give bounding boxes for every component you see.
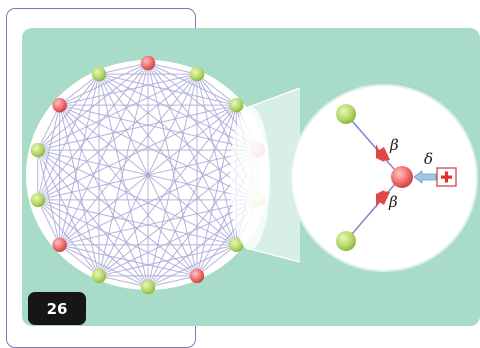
susceptible-node: [30, 142, 46, 158]
network-edge: [147, 275, 198, 288]
susceptible-node: [229, 97, 244, 113]
zoom-node-top: [336, 104, 356, 124]
network-edge: [37, 199, 198, 277]
network-edge: [59, 73, 100, 106]
network-edge: [98, 62, 149, 75]
susceptible-node: [91, 66, 107, 82]
network-edge: [59, 105, 100, 277]
external-rate-label: δ: [424, 150, 433, 168]
network-edge: [147, 104, 237, 288]
infected-node: [52, 237, 67, 253]
infected-node: [189, 268, 205, 284]
zoom-line-bottom: [245, 247, 301, 263]
network-edge: [37, 105, 61, 201]
network-edge: [98, 73, 237, 106]
zoom-line-top: [245, 87, 301, 109]
upper-rate-label: β: [389, 136, 399, 154]
network-edge: [37, 149, 198, 277]
zoom-circle: [290, 84, 478, 272]
zoom-edge-upper: [345, 113, 402, 178]
network-edge: [59, 244, 198, 277]
network-edge: [37, 199, 61, 246]
network-edge: [37, 73, 198, 201]
network-edge: [147, 62, 198, 75]
network-edge: [98, 275, 149, 288]
lower-rate-label: β: [388, 193, 398, 211]
upper-infection-arrow: [376, 144, 390, 164]
plus-box-icon: [436, 167, 457, 187]
network-edge: [37, 149, 149, 288]
network-edge: [37, 149, 100, 277]
network-edge: [37, 149, 237, 246]
network-edge: [37, 199, 100, 277]
susceptible-node: [30, 192, 46, 208]
zoom-node-center: [391, 166, 413, 188]
network-edge: [37, 104, 237, 151]
network-edge: [59, 62, 149, 246]
susceptible-node: [140, 279, 156, 295]
network-edge: [37, 104, 61, 151]
network-edge: [98, 73, 259, 151]
susceptible-node: [189, 66, 205, 82]
network-edge: [37, 73, 100, 201]
network-edge: [37, 149, 61, 245]
susceptible-node: [91, 268, 107, 284]
network-edge: [59, 73, 100, 245]
lower-infection-arrow: [376, 188, 390, 208]
network-edge: [59, 73, 198, 106]
susceptible-node: [229, 237, 244, 253]
network-edge: [98, 244, 237, 277]
figure-number-badge: 26: [28, 292, 86, 325]
figure: β β δ 26: [6, 8, 480, 348]
network-edge: [37, 73, 100, 151]
network-edge: [37, 62, 149, 151]
network-edge: [37, 199, 149, 288]
network-diagram: β β δ: [26, 55, 478, 295]
zoom-node-bottom: [336, 231, 356, 251]
network-edge: [147, 62, 237, 246]
network-edge: [59, 199, 259, 246]
external-arrow: [413, 170, 437, 184]
network-edge: [37, 199, 237, 246]
network-edge: [59, 104, 149, 288]
network-edge: [59, 244, 100, 277]
network-edge: [98, 73, 149, 288]
network-edge: [59, 104, 259, 151]
infected-node: [52, 97, 67, 113]
network-edge: [59, 104, 259, 201]
network-edge: [59, 244, 149, 288]
infected-node: [140, 55, 156, 71]
network-edge: [98, 73, 198, 277]
network-edge: [98, 73, 237, 246]
network-edge: [196, 73, 237, 106]
network-edge: [59, 104, 198, 277]
zoom-source-highlight: [230, 106, 270, 250]
network-edge: [196, 244, 237, 277]
zoom-edge-lower: [345, 176, 402, 242]
